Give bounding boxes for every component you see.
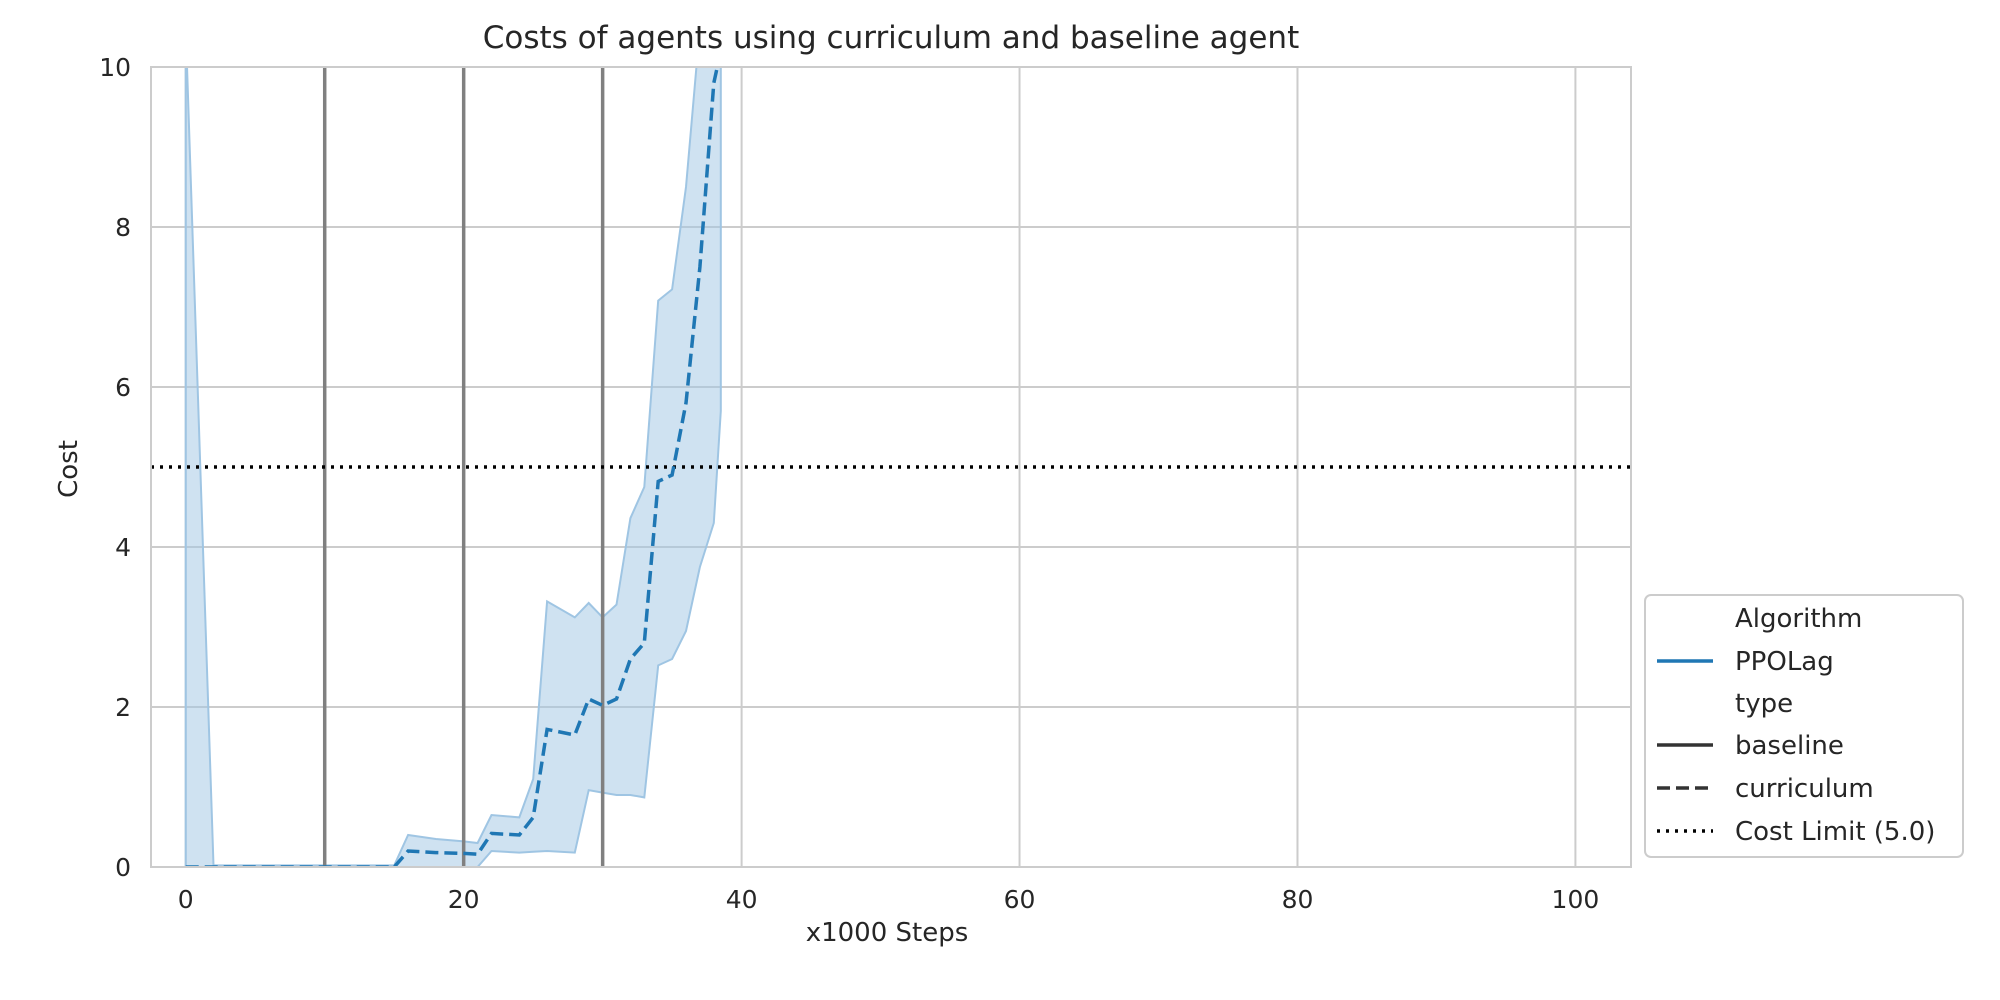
legend-label-baseline: baseline [1735,731,1844,761]
y-tick-label: 8 [115,213,131,242]
series-line-ppolag [185,67,720,867]
y-tick-label: 6 [115,373,131,402]
legend-title-algorithm: Algorithm [1735,604,1862,634]
x-tick-label: 60 [1004,885,1036,914]
legend-label-curriculum: curriculum [1735,774,1874,804]
chart-title: Costs of agents using curriculum and bas… [483,20,1299,56]
y-axis-label: Cost [54,440,84,498]
y-tick-label: 0 [115,853,131,882]
x-ticks: 0 20 40 60 80 100 [178,885,1599,914]
x-tick-label: 100 [1552,885,1600,914]
x-tick-label: 40 [726,885,758,914]
series-layer [185,67,720,867]
legend: Algorithm PPOLag type baseline curriculu… [1644,594,1964,858]
x-tick-label: 0 [178,885,194,914]
y-tick-label: 4 [115,533,131,562]
plot-frame [150,66,1632,868]
x-axis-label: x1000 Steps [806,918,969,948]
confidence-band-ppolag [184,67,722,867]
y-tick-label: 2 [115,693,131,722]
x-tick-label: 20 [448,885,480,914]
legend-label-ppolag: PPOLag [1735,647,1834,677]
confidence-band-layer [184,67,722,867]
y-tick-label: 10 [99,53,131,82]
x-tick-label: 80 [1282,885,1314,914]
legend-label-cost-limit: Cost Limit (5.0) [1735,817,1935,847]
legend-title-type: type [1735,689,1793,719]
y-ticks: 0 2 4 6 8 10 [99,53,131,882]
legend-box [1644,594,1964,858]
